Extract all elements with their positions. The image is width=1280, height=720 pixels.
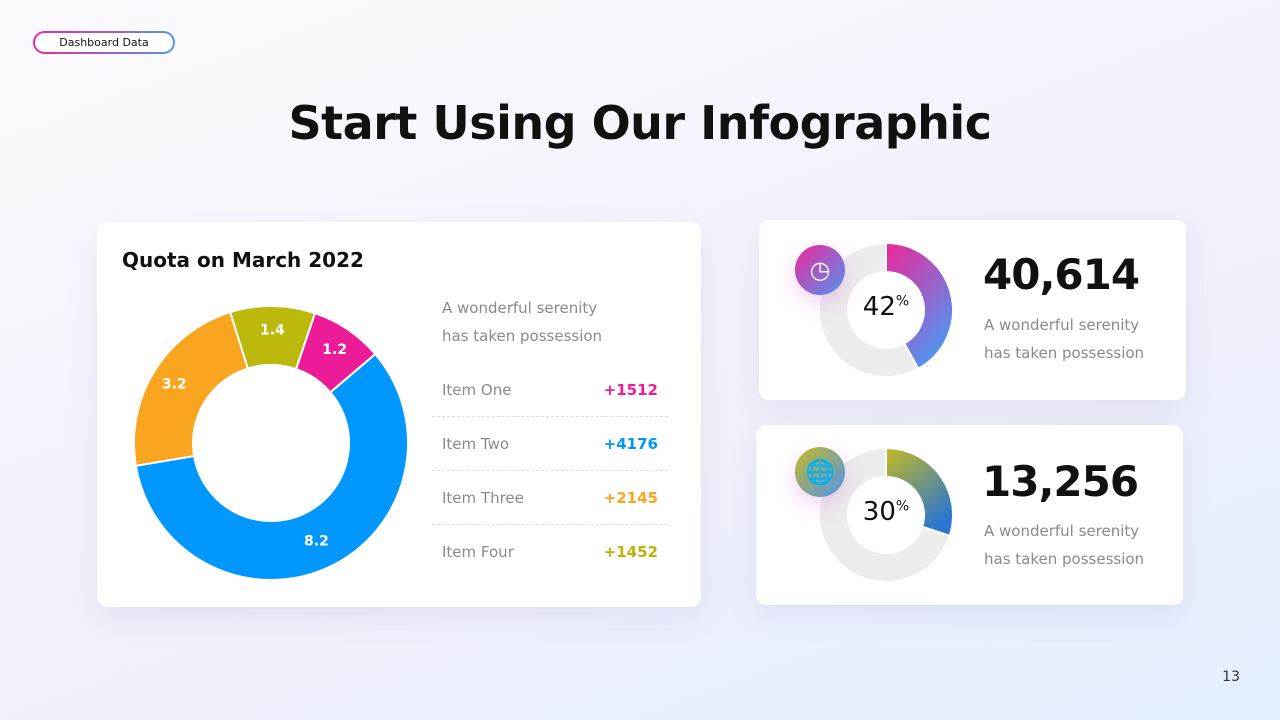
description-line-1: A wonderful serenity (984, 522, 1140, 540)
description-line-2: has taken possession (984, 550, 1145, 568)
donut-remainder (818, 446, 951, 583)
stat-card-2: 🌐 30% 13,256 A wonderful serenity has ta… (756, 425, 1183, 605)
donut-slice (229, 305, 317, 371)
item-value: +1452 (603, 543, 658, 561)
list-item: Item Four +1452 (432, 525, 668, 579)
list-item: Item One +1512 (432, 363, 668, 417)
page-title: Start Using Our Infographic (288, 96, 992, 150)
stat-card-1: ◷ 42% 40,614 A wonderful serenity has ta… (759, 220, 1186, 400)
item-label: Item Two (442, 434, 510, 453)
stat-number-2: 13,256 (982, 457, 1139, 506)
quota-card: Quota on March 2022 1.2 8.2 3.2 1.4 A wonde… (97, 222, 701, 607)
quota-description: A wonderful serenity has taken possessio… (442, 294, 602, 350)
slice-label: 8.2 (304, 533, 329, 549)
donut-slice (133, 310, 250, 467)
description-line-2: has taken possession (442, 327, 603, 345)
donut-slice (134, 352, 409, 581)
percent-label-1: 42% (862, 292, 910, 322)
item-value: +1512 (603, 380, 658, 399)
slice-label: 3.2 (162, 377, 187, 393)
item-value: +2145 (603, 488, 658, 507)
stat-description-1: A wonderful serenity has taken possessio… (984, 311, 1144, 367)
donut-progress (885, 446, 954, 537)
stat-description-2: A wonderful serenity has taken possessio… (984, 517, 1144, 573)
percent-donut-2 (818, 446, 954, 583)
globe-icon: 🌐 (795, 447, 845, 497)
slice-label: 1.2 (322, 342, 347, 358)
item-label: Item One (442, 380, 512, 399)
quota-card-title: Quota on March 2022 (122, 248, 364, 272)
percent-label-2: 30% (862, 497, 910, 527)
section-tag-label: Dashboard Data (35, 33, 173, 52)
item-label: Item Three (442, 488, 524, 507)
clock-icon: ◷ (795, 245, 845, 295)
list-item: Item Two +4176 (432, 417, 668, 471)
item-value: +4176 (603, 434, 658, 453)
section-tag: Dashboard Data (33, 31, 175, 54)
list-item: Item Three +2145 (432, 471, 668, 525)
slice-label: 1.4 (260, 323, 285, 339)
quota-donut-chart: 1.2 8.2 3.2 1.4 (133, 305, 409, 581)
description-line-1: A wonderful serenity (442, 299, 598, 317)
description-line-2: has taken possession (984, 344, 1145, 362)
item-label: Item Four (442, 543, 514, 561)
donut-progress (885, 241, 954, 371)
description-line-1: A wonderful serenity (984, 316, 1140, 334)
page-number: 13 (1222, 669, 1240, 685)
stat-number-1: 40,614 (983, 250, 1140, 299)
